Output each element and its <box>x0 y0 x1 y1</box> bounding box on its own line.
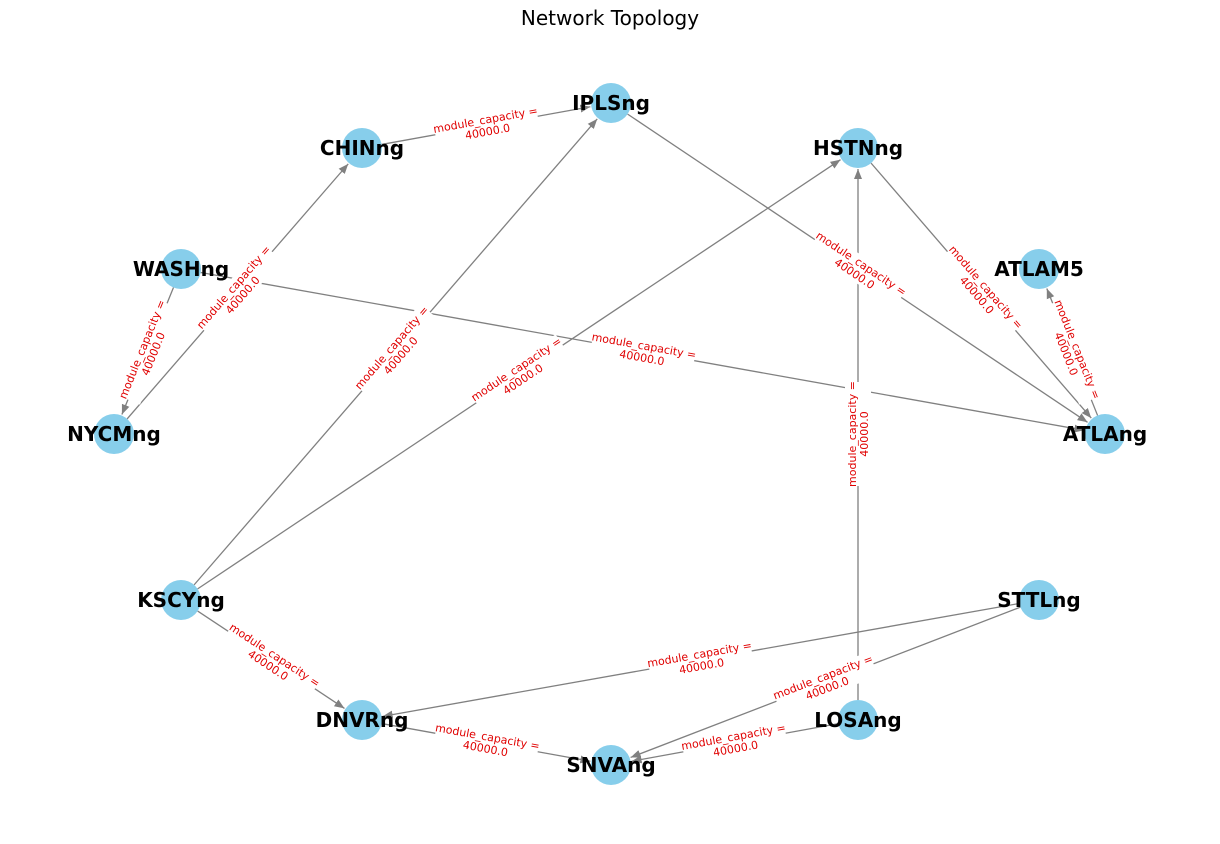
node-LOSAng <box>838 700 878 740</box>
edge-label: module_capacity =40000.0 <box>845 381 871 487</box>
edge-label-line1: module_capacity = <box>813 229 908 299</box>
node-CHINng <box>342 128 382 168</box>
node-HSTNng <box>838 128 878 168</box>
node-label-HSTNng: HSTNng <box>813 136 903 160</box>
edge-label-background <box>845 382 871 486</box>
edge-label-background <box>589 329 697 374</box>
node-WASHng <box>161 249 201 289</box>
node-label-KSCYng: KSCYng <box>137 588 225 612</box>
node-label-STTLng: STTLng <box>997 588 1080 612</box>
edge-label-background <box>807 228 909 309</box>
nodes-layer: IPLSng CHINng HSTNng WASHng ATLAM5 NYCMng ATLA… <box>67 83 1147 785</box>
edge-label: module_capacity =40000.0 <box>115 298 180 405</box>
node-label-DNVRng: DNVRng <box>316 708 409 732</box>
node-label-ATLAng: ATLAng <box>1063 422 1147 446</box>
edge-label-background <box>433 720 540 765</box>
node-IPLSng <box>591 83 631 123</box>
edge-label-background <box>469 334 570 414</box>
edge-label: module_capacity =40000.0 <box>646 638 754 682</box>
node-label-SNVAng: SNVAng <box>566 753 655 777</box>
edge-label-background <box>352 303 440 400</box>
node-label-ATLAM5: ATLAM5 <box>994 257 1084 281</box>
edge-label-background <box>433 103 540 148</box>
edge-label-background <box>220 620 323 700</box>
node-KSCYng <box>161 580 201 620</box>
node-label-LOSAng: LOSAng <box>814 708 901 732</box>
edge-label: module_capacity =40000.0 <box>469 334 570 414</box>
edge-label-line2: 40000.0 <box>858 411 871 457</box>
node-label-CHINng: CHINng <box>320 136 404 160</box>
edge-label-background <box>937 243 1026 339</box>
node-ATLAM5 <box>1019 249 1059 289</box>
edge-label-line1: module_capacity = <box>846 381 859 487</box>
edge-label: module_capacity =40000.0 <box>352 303 440 400</box>
edge-label-line1: module_capacity = <box>469 335 564 405</box>
node-label-NYCMng: NYCMng <box>67 422 161 446</box>
node-DNVRng <box>342 700 382 740</box>
edge-label-background <box>681 720 788 765</box>
node-label-WASHng: WASHng <box>133 257 229 281</box>
node-SNVAng <box>591 745 631 785</box>
node-NYCMng <box>94 414 134 454</box>
edge-label-background <box>771 651 879 714</box>
edge-label: module_capacity =40000.0 <box>220 620 323 700</box>
edge-label: module_capacity =40000.0 <box>433 720 541 765</box>
edge-label: module_capacity =40000.0 <box>680 720 788 765</box>
edge-label: module_capacity =40000.0 <box>432 103 540 148</box>
edge-label-background <box>194 243 282 339</box>
edge-label-line1: module_capacity = <box>352 304 431 393</box>
edge-label-background <box>647 638 754 682</box>
node-STTLng <box>1019 580 1059 620</box>
edge-label: module_capacity =40000.0 <box>589 329 697 374</box>
node-label-IPLSng: IPLSng <box>572 91 650 115</box>
edge-label: module_capacity =40000.0 <box>1040 298 1104 405</box>
diagram-title: Network Topology <box>520 6 700 30</box>
edge-label-background <box>115 298 180 405</box>
labels-layer: module_capacity =40000.0module_capacity … <box>115 103 1104 765</box>
edge-label-background <box>1040 298 1104 405</box>
node-ATLAng <box>1085 414 1125 454</box>
